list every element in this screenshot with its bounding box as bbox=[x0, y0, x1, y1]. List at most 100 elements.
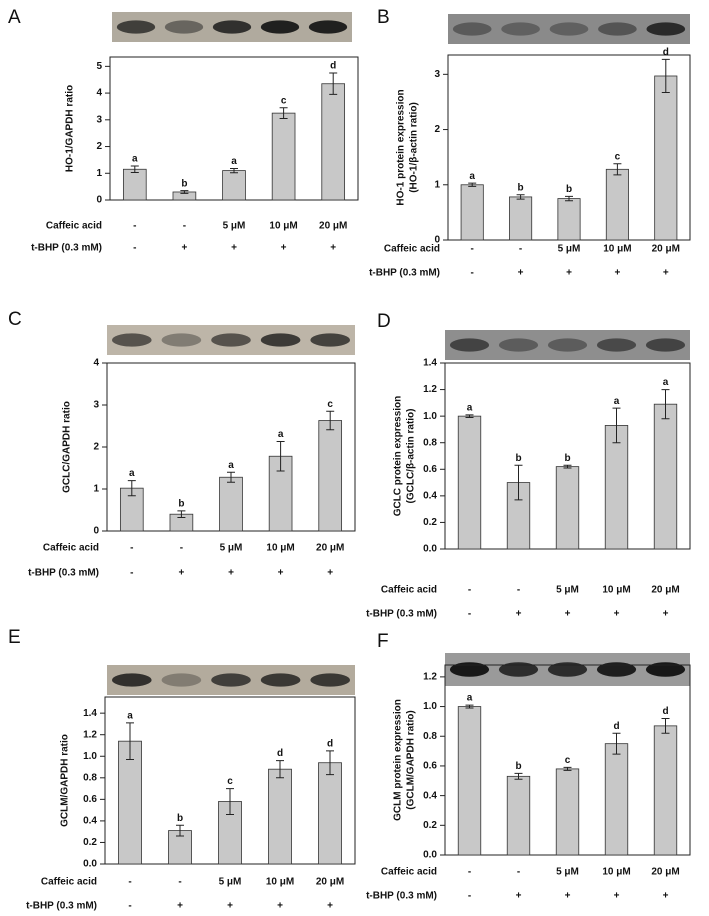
error-bar bbox=[661, 58, 670, 94]
blot-band bbox=[498, 338, 539, 352]
treatment-label: - bbox=[468, 609, 471, 620]
blot-band bbox=[260, 673, 301, 687]
blot-band bbox=[547, 662, 588, 677]
bar bbox=[557, 198, 581, 241]
treatment-label: 5 μM bbox=[556, 585, 579, 596]
treatment-label: - bbox=[183, 221, 186, 232]
y-tick-label: 0.2 bbox=[423, 820, 437, 831]
treatment-label: + bbox=[565, 891, 571, 902]
y-tick-label: 3 bbox=[434, 69, 440, 80]
panel: F 0.0 0.2 0.4 0.6 0.8 1.0 1.2 GCLM protein expre… bbox=[366, 631, 691, 902]
treatment-label: - bbox=[517, 585, 520, 596]
blot-band bbox=[498, 662, 539, 677]
treatment-label: + bbox=[178, 568, 184, 579]
blot-band bbox=[452, 22, 492, 36]
bar bbox=[555, 466, 580, 550]
bar bbox=[555, 768, 580, 856]
treatment-label: 20 μM bbox=[316, 543, 344, 554]
significance-letter: b bbox=[181, 178, 187, 189]
significance-letter: a bbox=[614, 396, 620, 407]
y-axis-label: GCLM protein expression bbox=[393, 699, 404, 821]
treatment-name: Caffeic acid bbox=[381, 867, 437, 878]
treatment-label: - bbox=[130, 543, 133, 554]
treatment-label: - bbox=[128, 877, 131, 888]
y-tick-label: 0.0 bbox=[423, 850, 437, 861]
treatment-label: + bbox=[614, 891, 620, 902]
treatment-label: + bbox=[277, 901, 283, 912]
error-bar bbox=[126, 722, 134, 760]
treatment-label: + bbox=[281, 243, 287, 254]
significance-letter: b bbox=[515, 761, 521, 772]
significance-letter: a bbox=[228, 460, 234, 471]
significance-letter: b bbox=[177, 813, 183, 824]
treatment-label: 10 μM bbox=[603, 244, 631, 255]
y-tick-label: 4 bbox=[93, 358, 99, 369]
significance-letter: c bbox=[615, 151, 621, 162]
treatment-label: 5 μM bbox=[558, 244, 581, 255]
treatment-label: + bbox=[327, 901, 333, 912]
treatment-name: Caffeic acid bbox=[384, 244, 440, 255]
error-bar bbox=[565, 195, 573, 202]
blot-band bbox=[161, 673, 202, 687]
treatment-label: + bbox=[663, 891, 669, 902]
panel: D 0.0 0.2 0.4 0.6 0.8 1.0 1.2 1.4 GCLC protein ex… bbox=[366, 311, 691, 620]
y-axis-label: GCLC/GAPDH ratio bbox=[62, 401, 73, 493]
bar bbox=[122, 168, 147, 201]
blot-band bbox=[547, 338, 588, 352]
error-bar bbox=[279, 107, 288, 119]
y-tick-label: 0.8 bbox=[83, 772, 97, 783]
treatment-label: 5 μM bbox=[219, 877, 242, 888]
panel: A 0 1 2 3 4 5 HO-1/GAPDH ratio a b a c d Caffeic acid… bbox=[8, 7, 359, 254]
y-tick-label: 1.0 bbox=[423, 701, 437, 712]
blot-band bbox=[111, 333, 152, 347]
treatment-label: - bbox=[471, 244, 474, 255]
treatment-name: t-BHP (0.3 mM) bbox=[366, 891, 437, 902]
treatment-label: - bbox=[133, 221, 136, 232]
treatment-label: + bbox=[228, 568, 234, 579]
treatment-label: + bbox=[518, 268, 524, 279]
y-tick-label: 4 bbox=[96, 88, 102, 99]
bar bbox=[457, 706, 482, 856]
blot-band bbox=[646, 22, 686, 36]
bar bbox=[509, 196, 533, 241]
error-bar bbox=[276, 441, 285, 472]
treatment-label: 10 μM bbox=[602, 867, 630, 878]
panel-label: D bbox=[377, 311, 391, 332]
significance-letter: b bbox=[515, 453, 521, 464]
treatment-label: 10 μM bbox=[269, 221, 297, 232]
treatment-label: + bbox=[516, 891, 522, 902]
significance-letter: a bbox=[231, 156, 237, 167]
treatment-name: Caffeic acid bbox=[43, 543, 99, 554]
y-tick-label: 1.2 bbox=[423, 384, 437, 395]
error-bar bbox=[230, 167, 238, 174]
significance-letter: c bbox=[281, 95, 287, 106]
error-bar bbox=[226, 788, 234, 815]
treatment-label: + bbox=[663, 609, 669, 620]
treatment-label: 10 μM bbox=[266, 877, 294, 888]
blot-band bbox=[645, 662, 686, 677]
y-tick-label: 0.0 bbox=[423, 544, 437, 555]
y-tick-label: 3 bbox=[96, 114, 102, 125]
blot-band bbox=[645, 338, 686, 352]
significance-letter: a bbox=[467, 693, 473, 704]
bar bbox=[460, 184, 484, 241]
treatment-label: 20 μM bbox=[651, 867, 679, 878]
y-tick-label: 0.6 bbox=[83, 794, 97, 805]
y-tick-label: 1.4 bbox=[83, 708, 97, 719]
significance-letter: d bbox=[613, 721, 619, 732]
treatment-label: + bbox=[227, 901, 233, 912]
significance-letter: a bbox=[663, 377, 669, 388]
error-bar bbox=[465, 704, 474, 709]
treatment-label: + bbox=[330, 243, 336, 254]
treatment-label: 5 μM bbox=[220, 543, 243, 554]
treatment-name: t-BHP (0.3 mM) bbox=[31, 243, 102, 254]
y-tick-label: 1.4 bbox=[423, 358, 437, 369]
treatment-label: - bbox=[180, 543, 183, 554]
panel-label: F bbox=[377, 631, 389, 652]
treatment-label: + bbox=[614, 609, 620, 620]
significance-letter: a bbox=[278, 429, 284, 440]
bar bbox=[605, 168, 629, 241]
significance-letter: d bbox=[662, 706, 668, 717]
significance-letter: c bbox=[327, 399, 333, 410]
treatment-label: 20 μM bbox=[316, 877, 344, 888]
